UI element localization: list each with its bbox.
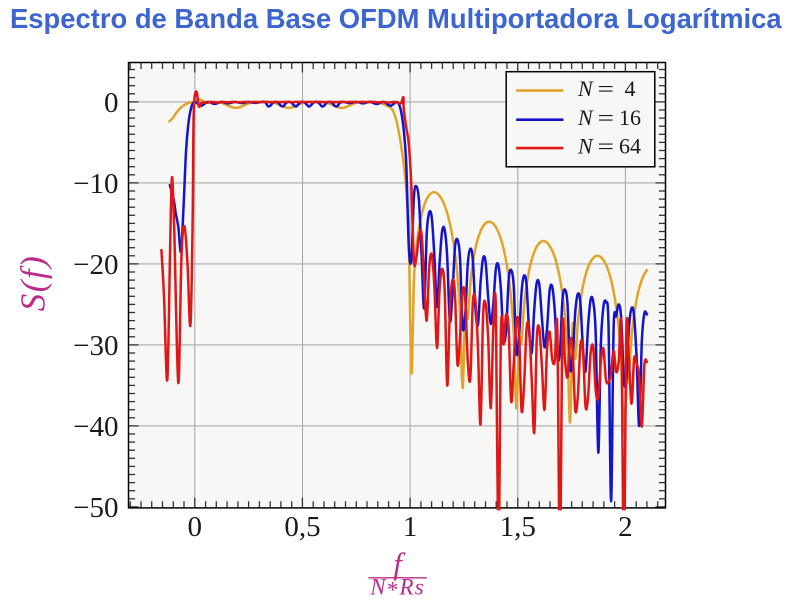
svg-text:N*Rs: N*Rs	[369, 575, 425, 603]
svg-text:1,5: 1,5	[500, 511, 536, 543]
svg-text:0: 0	[188, 511, 203, 543]
svg-text:16: 16	[619, 105, 641, 130]
svg-text:N: N	[577, 105, 594, 130]
svg-text:0,5: 0,5	[284, 511, 320, 543]
svg-text:=: =	[598, 105, 615, 130]
svg-text:4: 4	[625, 76, 636, 101]
svg-text:−30: −30	[73, 330, 118, 362]
svg-text:N: N	[577, 76, 594, 101]
svg-text:=: =	[598, 134, 615, 159]
svg-text:S(f): S(f)	[14, 255, 53, 312]
svg-text:1: 1	[403, 511, 418, 543]
svg-text:=: =	[598, 76, 615, 101]
svg-text:−10: −10	[73, 168, 118, 200]
svg-text:−40: −40	[73, 411, 118, 443]
svg-text:N: N	[577, 134, 594, 159]
svg-text:0: 0	[104, 87, 119, 119]
svg-text:2: 2	[618, 511, 633, 543]
svg-text:64: 64	[619, 134, 641, 159]
svg-text:−20: −20	[73, 249, 118, 281]
svg-text:−50: −50	[73, 492, 118, 524]
